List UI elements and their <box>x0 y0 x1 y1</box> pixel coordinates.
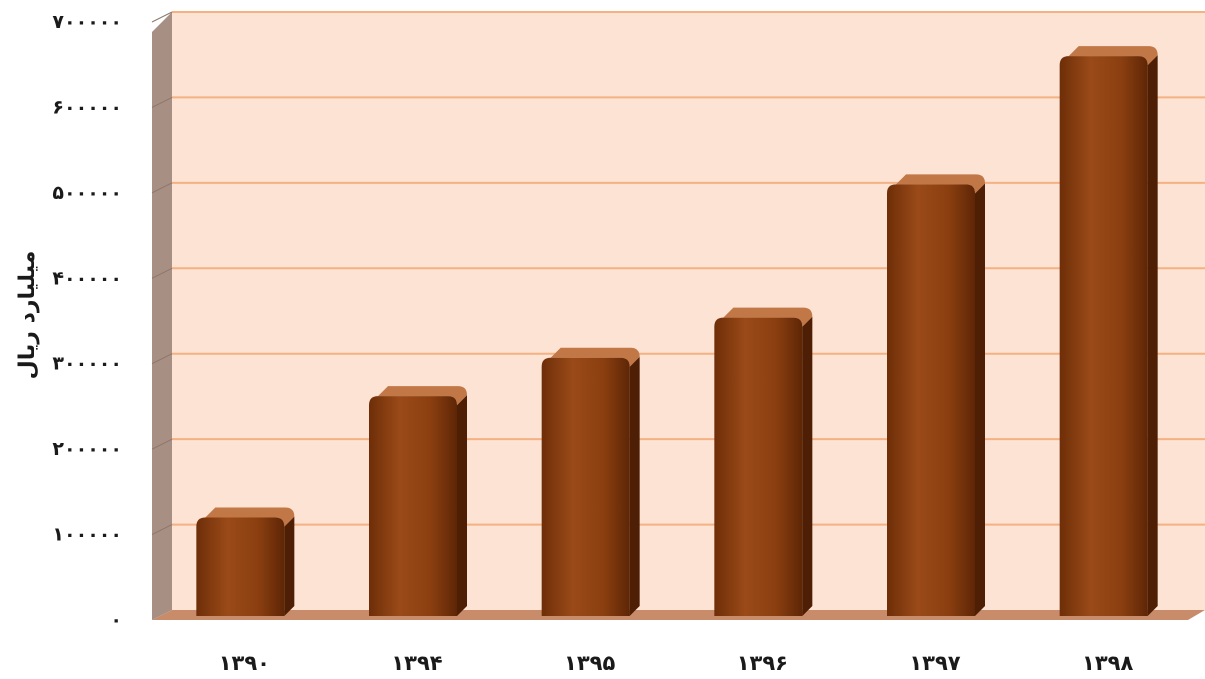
bar-top <box>1068 46 1158 66</box>
gridline-side <box>151 182 173 194</box>
y-tick-label: ۱۰۰۰۰۰ <box>52 524 122 546</box>
gridline-side <box>151 353 173 365</box>
gridline-side <box>151 11 173 23</box>
bars <box>196 46 1158 617</box>
gridline-side <box>151 96 173 108</box>
plot-walls <box>152 12 1205 620</box>
bar <box>196 507 295 616</box>
y-axis-title: میلیارد ریال <box>15 251 40 380</box>
bar-top <box>550 347 640 367</box>
bar <box>541 347 640 616</box>
bar-front <box>196 517 285 616</box>
bar-front <box>887 184 975 617</box>
bar-front <box>369 396 457 616</box>
y-axis-ticks: ۰ ۱۰۰۰۰۰ ۲۰۰۰۰۰ ۳۰۰۰۰۰ ۴۰۰۰۰۰ ۵۰۰۰۰۰ ۶۰۰۰۰۰ ۷۰۰… <box>52 11 122 631</box>
x-tick-label: ۱۳۹۷ <box>909 651 960 675</box>
bar <box>887 174 985 617</box>
y-tick-label: ۶۰۰۰۰۰ <box>52 96 122 118</box>
gridlines <box>151 11 1205 536</box>
bar-top <box>723 307 813 327</box>
y-tick-label: ۲۰۰۰۰۰ <box>52 438 122 460</box>
floor <box>152 610 1205 620</box>
bar-side <box>284 516 295 616</box>
bar-side <box>802 316 813 616</box>
y-tick-label: ۰ <box>110 609 122 631</box>
y-tick-label: ۷۰۰۰۰۰ <box>52 11 122 33</box>
x-tick-label: ۱۳۹۶ <box>737 651 788 675</box>
bar-side <box>457 395 467 616</box>
gridline-side <box>151 524 173 536</box>
bar-front <box>541 357 630 616</box>
side-wall <box>152 12 172 620</box>
bar-side <box>629 356 640 616</box>
bar-front <box>714 317 803 616</box>
bar-side <box>1147 55 1158 616</box>
bar-top <box>378 386 467 406</box>
y-tick-label: ۳۰۰۰۰۰ <box>52 353 122 375</box>
x-tick-label: ۱۳۹۰ <box>219 651 270 675</box>
x-tick-label: ۱۳۹۸ <box>1082 651 1133 675</box>
y-tick-label: ۵۰۰۰۰۰ <box>52 182 122 204</box>
bar <box>1059 46 1158 616</box>
y-tick-label: ۴۰۰۰۰۰ <box>52 267 122 289</box>
bar-top <box>205 507 295 527</box>
bar <box>369 386 467 616</box>
x-tick-label: ۱۳۹۵ <box>564 651 615 675</box>
gridline-side <box>151 267 173 279</box>
bar <box>714 307 813 616</box>
bar-top <box>896 174 985 194</box>
x-axis-ticks: ۱۳۹۰ ۱۳۹۴ ۱۳۹۵ ۱۳۹۶ ۱۳۹۷ ۱۳۹۸ <box>219 651 1134 675</box>
back-wall <box>172 12 1205 610</box>
x-tick-label: ۱۳۹۴ <box>391 651 442 675</box>
bar-side <box>975 183 985 617</box>
gridline-side <box>151 438 173 450</box>
bar-front <box>1059 56 1148 616</box>
